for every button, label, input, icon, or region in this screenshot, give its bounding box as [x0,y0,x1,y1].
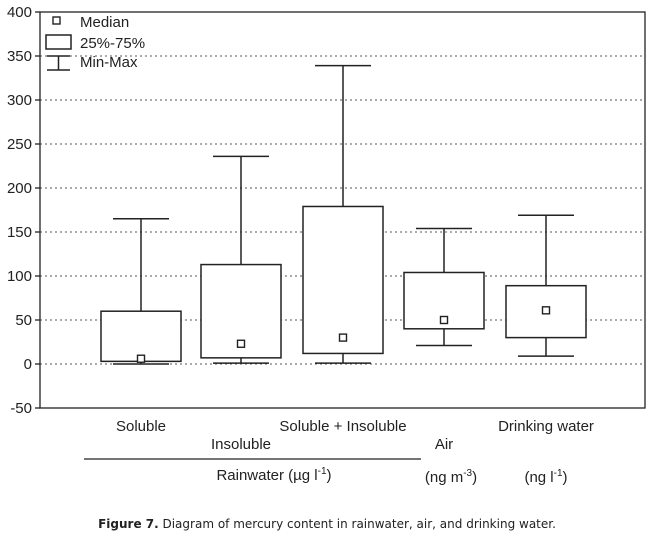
caption-text: Diagram of mercury content in rainwater,… [158,517,556,531]
y-tick-label: 250 [7,136,32,153]
group-label-rainwater-base: Rainwater (µg l [216,467,317,484]
legend-box-marker [45,34,72,50]
legend-whisker-label: Min-Max [80,54,138,71]
category-label-soluble: Soluble [116,418,166,435]
box-series [100,64,587,365]
category-label-soluble-insoluble: Soluble + Insoluble [279,418,406,435]
box-plot-chart: -50 0 50 100 150 200 250 300 350 400 Median 25%-7… [7,4,646,486]
plot-frame [39,11,646,409]
legend-median-label: Median [80,14,129,31]
box-3 [403,227,485,347]
box-4 [505,214,587,357]
group-label-air-exp: -3 [463,468,472,479]
y-tick-label: 400 [7,4,32,21]
figure-caption: Figure 7. Diagram of mercury content in … [0,517,654,531]
group-label-air: (ng m-3) [425,468,477,486]
y-tick-label: 50 [15,312,32,329]
group-label-drinking-base: (ng l [524,469,553,486]
legend: Median 25%-75% Min-Max [45,14,145,71]
category-label-insoluble: Insoluble [211,436,271,453]
median-marker [338,333,348,342]
category-label-drinking-water: Drinking water [498,418,594,435]
group-label-air-close: ) [472,469,477,486]
group-label-drinking-exp: -1 [554,468,563,479]
median-marker [439,315,449,325]
iqr-box [100,310,182,363]
group-label-air-base: (ng m [425,469,463,486]
group-label-drinking-close: ) [563,469,568,486]
group-label-rainwater-exp: -1 [318,466,327,477]
iqr-box [302,205,384,355]
group-label-rainwater: Rainwater (µg l-1) [216,466,331,484]
group-label-drinking: (ng l-1) [524,468,567,486]
y-tick-label: 0 [24,356,32,373]
box-1 [200,155,282,364]
y-tick-label: 100 [7,268,32,285]
y-tick-label: 150 [7,224,32,241]
category-labels: Soluble Insoluble Soluble + Insoluble Ai… [116,418,594,453]
caption-label: Figure 7. [98,517,159,531]
legend-median-marker [52,16,61,25]
median-marker [236,339,246,348]
box-2 [302,64,384,364]
group-label-rainwater-close: ) [327,467,332,484]
y-axis-ticks: -50 0 50 100 150 200 250 300 350 400 [7,4,40,417]
box-0 [100,218,182,365]
median-marker [136,354,146,363]
y-tick-label: 300 [7,92,32,109]
y-tick-label: 200 [7,180,32,197]
category-label-air: Air [435,436,453,453]
legend-box-label: 25%-75% [80,35,145,52]
median-marker [541,306,551,315]
y-tick-label: 350 [7,48,32,65]
y-tick-label: -50 [10,400,32,417]
